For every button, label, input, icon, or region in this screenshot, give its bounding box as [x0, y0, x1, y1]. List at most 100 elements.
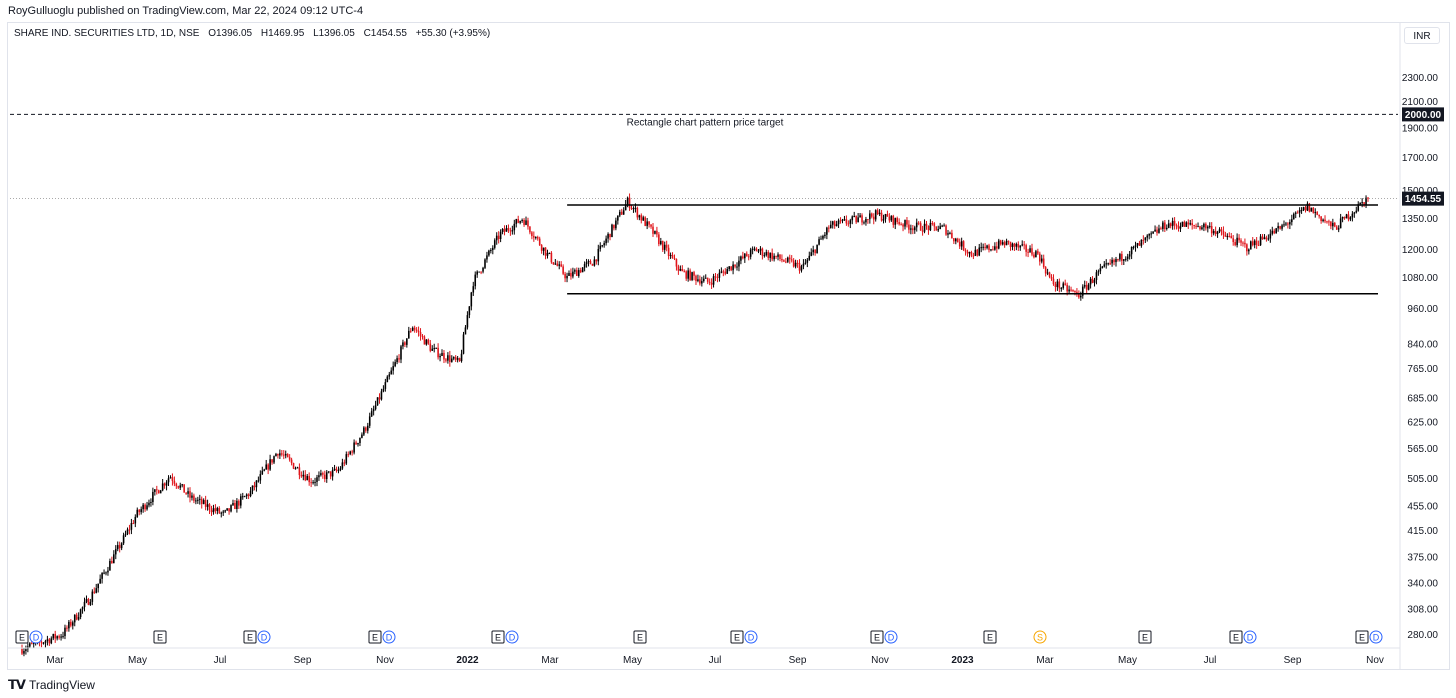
- dividend-event-icon[interactable]: D: [1369, 630, 1383, 644]
- candle: [609, 233, 611, 241]
- candle-body: [913, 227, 916, 231]
- candle: [1318, 214, 1320, 219]
- candle: [945, 224, 947, 236]
- candle: [439, 353, 441, 362]
- earnings-event-icon[interactable]: E: [1229, 630, 1243, 644]
- candle: [1105, 259, 1108, 269]
- candle: [732, 261, 734, 275]
- earnings-event-icon[interactable]: E: [15, 630, 29, 644]
- candle: [984, 242, 986, 251]
- candle: [120, 542, 123, 551]
- candle: [644, 216, 646, 227]
- earnings-event-icon[interactable]: E: [870, 630, 884, 644]
- candle: [1072, 289, 1074, 293]
- candle: [1083, 280, 1086, 289]
- candle-body: [777, 254, 779, 257]
- candle: [1322, 218, 1324, 223]
- candle-body: [1050, 276, 1053, 279]
- candle: [470, 291, 473, 311]
- candle-body: [1292, 213, 1295, 220]
- candle: [726, 266, 729, 274]
- candle-body: [853, 215, 856, 217]
- candle: [1298, 207, 1301, 218]
- candle-body: [1060, 287, 1063, 289]
- earnings-event-icon[interactable]: E: [153, 630, 167, 644]
- candle: [1175, 223, 1178, 230]
- candle-body: [1320, 216, 1322, 222]
- candle-body: [781, 258, 783, 261]
- candle-body: [970, 252, 973, 256]
- candle-body: [1083, 285, 1086, 287]
- candle: [476, 270, 478, 278]
- candle: [656, 226, 658, 238]
- candle-body: [558, 264, 561, 266]
- dividend-event-icon[interactable]: D: [505, 630, 519, 644]
- candle: [474, 271, 477, 290]
- dividend-event-icon[interactable]: D: [744, 630, 758, 644]
- symbol-name[interactable]: SHARE IND. SECURITIES LTD, 1D, NSE: [14, 28, 200, 39]
- candle: [351, 449, 353, 456]
- price-tick-label: 565.00: [1407, 444, 1438, 455]
- dividend-event-icon[interactable]: D: [884, 630, 898, 644]
- candle-body: [656, 230, 658, 235]
- candle: [585, 258, 588, 268]
- candle-body: [771, 252, 773, 260]
- dividend-event-icon[interactable]: D: [1243, 630, 1257, 644]
- candle: [109, 558, 111, 571]
- candle: [1263, 234, 1266, 240]
- candle-body: [1148, 233, 1151, 236]
- candle-body: [744, 253, 746, 259]
- dividend-event-icon[interactable]: D: [29, 630, 43, 644]
- earnings-event-icon[interactable]: E: [491, 630, 505, 644]
- earnings-event-icon[interactable]: E: [730, 630, 744, 644]
- candle-body: [243, 496, 246, 498]
- candle-body: [1289, 222, 1291, 225]
- split-event-icon[interactable]: S: [1033, 630, 1047, 644]
- earnings-event-icon[interactable]: E: [633, 630, 647, 644]
- candle: [677, 264, 680, 275]
- candle: [271, 459, 273, 465]
- candle: [1300, 207, 1303, 214]
- candle: [1136, 242, 1139, 249]
- currency-button[interactable]: INR: [1404, 27, 1440, 44]
- candle-body: [316, 477, 318, 482]
- candle: [132, 519, 135, 525]
- earnings-event-icon[interactable]: E: [1138, 630, 1152, 644]
- candle-body: [773, 255, 775, 260]
- candle: [1156, 226, 1158, 236]
- candle-body: [624, 204, 627, 211]
- candle-body: [1013, 243, 1016, 247]
- candle: [681, 265, 684, 272]
- candle: [1183, 220, 1186, 227]
- earnings-event-icon[interactable]: E: [243, 630, 257, 644]
- candle: [693, 270, 695, 281]
- candle: [1130, 246, 1133, 260]
- candle-body: [68, 621, 70, 629]
- candle-body: [425, 339, 428, 345]
- candle: [687, 267, 689, 282]
- candle-body: [1257, 244, 1260, 246]
- candle-body: [329, 471, 332, 477]
- candle-body: [701, 281, 703, 284]
- candle: [1160, 226, 1162, 230]
- earnings-event-icon[interactable]: E: [368, 630, 382, 644]
- candle-body: [460, 353, 463, 362]
- candle: [826, 226, 828, 240]
- candle-body: [1144, 237, 1147, 240]
- candle: [1158, 224, 1160, 234]
- earnings-event-icon[interactable]: E: [1355, 630, 1369, 644]
- candle-body: [1091, 278, 1094, 283]
- candle-body: [814, 249, 816, 254]
- candle: [71, 620, 74, 630]
- dividend-event-icon[interactable]: D: [257, 630, 271, 644]
- price-tick-label: 308.00: [1407, 605, 1438, 616]
- candle: [1335, 225, 1338, 230]
- candle: [349, 450, 351, 456]
- candle-body: [638, 215, 641, 218]
- earnings-event-icon[interactable]: E: [983, 630, 997, 644]
- candle: [1101, 265, 1104, 269]
- candle-body: [1201, 227, 1203, 230]
- svg-text:E: E: [1359, 633, 1365, 643]
- dividend-event-icon[interactable]: D: [382, 630, 396, 644]
